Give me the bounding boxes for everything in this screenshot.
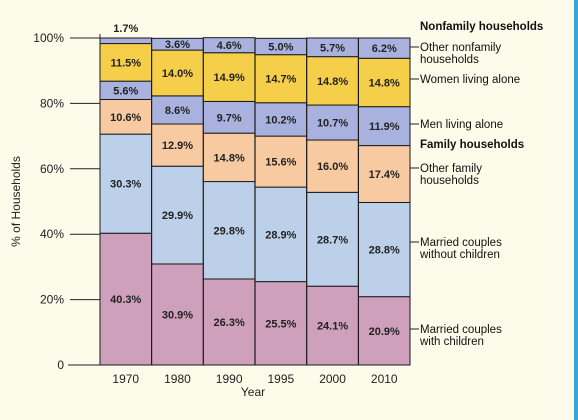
data-label: 29.8%	[214, 225, 245, 237]
bar-segment	[99, 43, 152, 82]
data-label: 14.8%	[317, 76, 348, 88]
data-label: 24.1%	[317, 321, 348, 333]
legend-label: Other family	[420, 163, 482, 175]
data-label: 10.6%	[110, 112, 141, 124]
bar-segment	[202, 278, 256, 366]
data-label: 14.0%	[162, 68, 193, 80]
data-label: 14.9%	[214, 72, 245, 84]
x-tick-label: 1970	[112, 372, 139, 386]
data-label: 30.3%	[110, 179, 141, 191]
data-label: 40.3%	[110, 294, 141, 306]
bar-segment	[254, 102, 308, 137]
y-tick-label: 80%	[40, 96, 64, 110]
legend-label: households	[420, 175, 479, 187]
legend-label: without children	[419, 249, 500, 261]
data-label: 14.8%	[369, 77, 400, 89]
y-axis-label: % of Households	[9, 156, 23, 247]
bar-segment	[99, 37, 152, 45]
y-tick-label: 60%	[40, 162, 64, 176]
bar-segment	[358, 296, 411, 366]
data-label: 14.8%	[214, 152, 245, 164]
data-label: 4.6%	[217, 40, 242, 52]
data-label: 6.2%	[372, 43, 397, 55]
legend-label: with children	[419, 336, 484, 348]
bar-segment	[306, 56, 359, 106]
data-label: 17.4%	[369, 169, 400, 181]
data-label: 30.9%	[162, 309, 193, 321]
data-label: 20.9%	[369, 326, 400, 338]
bar-segment	[358, 145, 411, 203]
data-label: 5.6%	[113, 85, 138, 97]
bar-segment	[99, 232, 152, 366]
data-label: 15.6%	[265, 157, 296, 169]
data-label: 28.8%	[369, 245, 400, 257]
bar-segment	[358, 37, 411, 59]
x-axis-label: Year	[241, 385, 265, 399]
legend-label: Men living alone	[420, 119, 503, 131]
data-label: 12.9%	[162, 140, 193, 152]
y-tick-label: 40%	[40, 227, 64, 241]
data-label: 5.7%	[320, 42, 345, 54]
legend-label: Women living alone	[420, 74, 520, 86]
y-tick-label: 0	[57, 358, 64, 372]
legend-label: Married couples	[420, 237, 502, 249]
data-label: 25.5%	[265, 318, 296, 330]
data-label: 8.6%	[165, 105, 190, 117]
x-tick-label: 1980	[164, 372, 191, 386]
bar-segment	[202, 181, 256, 280]
bar-segment	[99, 133, 152, 234]
bar-segment	[306, 104, 359, 141]
x-tick-label: 1995	[267, 372, 294, 386]
legend-label: Married couples	[420, 324, 502, 336]
data-label: 29.9%	[162, 210, 193, 222]
x-tick-label: 2010	[371, 372, 398, 386]
frame-accent	[574, 0, 578, 420]
data-label: 3.6%	[165, 39, 190, 51]
legend-group-nonfamily: Nonfamily households	[420, 21, 543, 33]
data-label: 11.9%	[369, 121, 400, 133]
bar-segment	[151, 263, 204, 366]
x-tick-label: 1990	[216, 372, 243, 386]
y-tick-label: 100%	[33, 31, 64, 45]
data-label: 28.9%	[265, 229, 296, 241]
y-tick-label: 20%	[40, 293, 64, 307]
bar-segment	[358, 57, 411, 108]
bar-segment	[254, 54, 308, 104]
legend-label: households	[420, 54, 479, 66]
data-label: 11.5%	[110, 57, 141, 69]
legend-group-family: Family households	[420, 139, 524, 151]
data-label: 1.7%	[113, 23, 138, 35]
data-label: 16.0%	[317, 161, 348, 173]
legend-label: Other nonfamily	[420, 42, 501, 54]
x-tick-label: 2000	[319, 372, 346, 386]
data-label: 9.7%	[217, 112, 242, 124]
data-label: 28.7%	[317, 234, 348, 246]
data-label: 10.2%	[265, 114, 296, 126]
data-label: 10.7%	[317, 118, 348, 130]
bar-segment	[254, 281, 308, 366]
data-label: 14.7%	[265, 74, 296, 86]
data-label: 5.0%	[268, 42, 293, 54]
data-label: 26.3%	[214, 317, 245, 329]
bar-segment	[306, 191, 359, 287]
